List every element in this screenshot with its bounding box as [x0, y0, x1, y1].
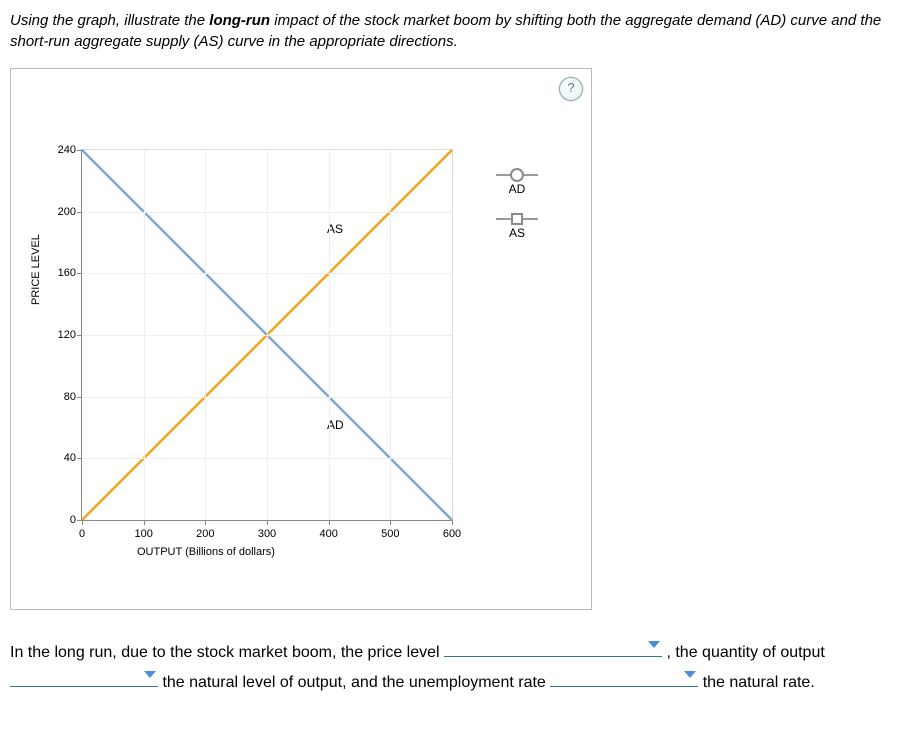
x-tick-label: 500: [381, 528, 399, 540]
x-tick-label: 600: [443, 528, 461, 540]
sentence-part-2: , the quantity of output: [662, 644, 825, 661]
caret-down-icon: [648, 641, 660, 648]
y-axis-title: PRICE LEVEL: [30, 234, 42, 305]
answer-sentence: In the long run, due to the stock market…: [10, 638, 912, 698]
unemployment-dropdown[interactable]: [550, 668, 698, 687]
x-axis-title: OUTPUT (Billions of dollars): [137, 546, 275, 558]
y-tick-label: 0: [50, 514, 76, 526]
legend: AD AS: [496, 174, 538, 262]
graph-panel: ? AS AD OUTPUT (Billions of dollars) PRI…: [10, 68, 592, 610]
legend-as-line: [496, 218, 538, 220]
sentence-part-3: the natural level of output, and the une…: [158, 674, 550, 691]
output-dropdown[interactable]: [10, 668, 158, 687]
y-tick-label: 120: [50, 329, 76, 341]
legend-ad-line: [496, 174, 538, 176]
sentence-part-1: In the long run, due to the stock market…: [10, 644, 444, 661]
caret-down-icon: [684, 671, 696, 678]
price-level-dropdown[interactable]: [444, 638, 662, 657]
caret-down-icon: [144, 671, 156, 678]
legend-as-handle[interactable]: AS: [496, 218, 538, 240]
prompt-bold: long-run: [209, 12, 270, 29]
legend-ad-label: AD: [496, 182, 538, 196]
x-tick-label: 0: [79, 528, 85, 540]
y-tick-label: 240: [50, 144, 76, 156]
prompt-pre: Using the graph, illustrate the: [10, 12, 209, 29]
chart-area[interactable]: AS AD OUTPUT (Billions of dollars) PRICE…: [81, 149, 453, 521]
y-tick-label: 80: [50, 391, 76, 403]
x-tick-label: 100: [134, 528, 152, 540]
y-tick-label: 200: [50, 206, 76, 218]
help-button[interactable]: ?: [559, 77, 583, 101]
square-marker-icon: [511, 213, 523, 225]
legend-ad-handle[interactable]: AD: [496, 174, 538, 196]
x-tick-label: 200: [196, 528, 214, 540]
y-tick-label: 160: [50, 267, 76, 279]
x-tick-label: 300: [258, 528, 276, 540]
question-prompt: Using the graph, illustrate the long-run…: [10, 10, 912, 52]
sentence-part-4: the natural rate.: [698, 674, 815, 691]
x-tick-label: 400: [319, 528, 337, 540]
y-tick-label: 40: [50, 452, 76, 464]
legend-as-label: AS: [496, 226, 538, 240]
circle-marker-icon: [510, 168, 524, 182]
